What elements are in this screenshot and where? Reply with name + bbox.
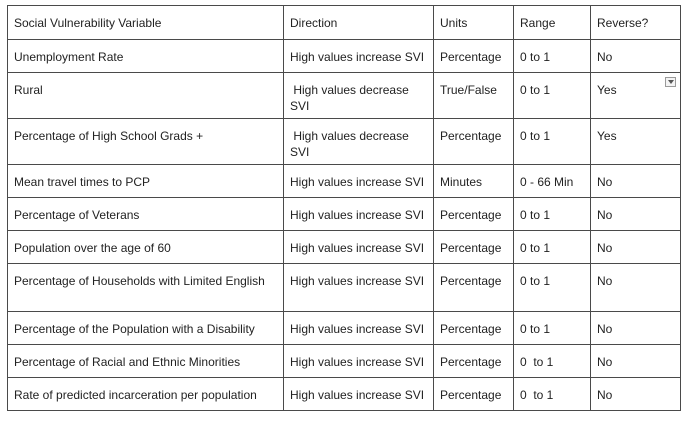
cell-direction[interactable]: High values increase SVI bbox=[283, 230, 434, 264]
cell-reverse[interactable]: No bbox=[590, 311, 681, 345]
cell-reverse[interactable]: No bbox=[590, 39, 681, 73]
cell-units[interactable]: Percentage bbox=[433, 230, 514, 264]
svi-variables-table: Social Vulnerability Variable Direction … bbox=[7, 5, 681, 411]
cell-variable[interactable]: Mean travel times to PCP bbox=[7, 164, 284, 198]
cell-direction[interactable]: High values decrease SVI bbox=[283, 72, 434, 119]
cell-direction[interactable]: High values increase SVI bbox=[283, 344, 434, 378]
chevron-down-icon[interactable] bbox=[665, 77, 676, 87]
cell-reverse[interactable]: No bbox=[590, 230, 681, 264]
cell-reverse[interactable]: Yes bbox=[590, 118, 681, 165]
header-range[interactable]: Range bbox=[513, 5, 591, 40]
cell-reverse[interactable]: Yes bbox=[590, 72, 681, 119]
cell-units[interactable]: Percentage bbox=[433, 311, 514, 345]
table-row: Percentage of the Population with a Disa… bbox=[7, 311, 681, 345]
cell-units[interactable]: Percentage bbox=[433, 118, 514, 165]
table-row: Unemployment Rate High values increase S… bbox=[7, 39, 681, 73]
cell-variable[interactable]: Percentage of Veterans bbox=[7, 197, 284, 231]
cell-variable[interactable]: Percentage of the Population with a Disa… bbox=[7, 311, 284, 345]
cell-range[interactable]: 0 to 1 bbox=[513, 377, 591, 411]
cell-variable[interactable]: Unemployment Rate bbox=[7, 39, 284, 73]
cell-variable[interactable]: Percentage of High School Grads + bbox=[7, 118, 284, 165]
cell-reverse[interactable]: No bbox=[590, 377, 681, 411]
cell-reverse[interactable]: No bbox=[590, 197, 681, 231]
table-row: Rate of predicted incarceration per popu… bbox=[7, 377, 681, 411]
table-row: Percentage of Veterans High values incre… bbox=[7, 197, 681, 231]
cell-units[interactable]: True/False bbox=[433, 72, 514, 119]
cell-reverse[interactable]: No bbox=[590, 164, 681, 198]
cell-range[interactable]: 0 to 1 bbox=[513, 230, 591, 264]
cell-range[interactable]: 0 to 1 bbox=[513, 344, 591, 378]
table-row: Rural High values decrease SVI True/Fals… bbox=[7, 72, 681, 119]
cell-units[interactable]: Percentage bbox=[433, 377, 514, 411]
cell-direction[interactable]: High values increase SVI bbox=[283, 263, 434, 312]
cell-variable[interactable]: Rural bbox=[7, 72, 284, 119]
cell-direction[interactable]: High values increase SVI bbox=[283, 377, 434, 411]
header-units[interactable]: Units bbox=[433, 5, 514, 40]
cell-range[interactable]: 0 to 1 bbox=[513, 197, 591, 231]
table-row: Mean travel times to PCP High values inc… bbox=[7, 164, 681, 198]
cell-reverse[interactable]: No bbox=[590, 263, 681, 312]
cell-variable[interactable]: Percentage of Racial and Ethnic Minoriti… bbox=[7, 344, 284, 378]
cell-units[interactable]: Minutes bbox=[433, 164, 514, 198]
cell-variable[interactable]: Population over the age of 60 bbox=[7, 230, 284, 264]
cell-direction[interactable]: High values decrease SVI bbox=[283, 118, 434, 165]
cell-variable[interactable]: Rate of predicted incarceration per popu… bbox=[7, 377, 284, 411]
cell-units[interactable]: Percentage bbox=[433, 344, 514, 378]
header-reverse[interactable]: Reverse? bbox=[590, 5, 681, 40]
cell-direction[interactable]: High values increase SVI bbox=[283, 311, 434, 345]
cell-range[interactable]: 0 to 1 bbox=[513, 311, 591, 345]
table-row: Population over the age of 60 High value… bbox=[7, 230, 681, 264]
table-row: Percentage of Households with Limited En… bbox=[7, 263, 681, 312]
table-header-row: Social Vulnerability Variable Direction … bbox=[7, 5, 681, 40]
cell-range[interactable]: 0 to 1 bbox=[513, 263, 591, 312]
cell-reverse[interactable]: No bbox=[590, 344, 681, 378]
cell-units[interactable]: Percentage bbox=[433, 197, 514, 231]
cell-range[interactable]: 0 to 1 bbox=[513, 72, 591, 119]
cell-direction[interactable]: High values increase SVI bbox=[283, 39, 434, 73]
cell-direction[interactable]: High values increase SVI bbox=[283, 197, 434, 231]
header-variable[interactable]: Social Vulnerability Variable bbox=[7, 5, 284, 40]
table-row: Percentage of Racial and Ethnic Minoriti… bbox=[7, 344, 681, 378]
cell-range[interactable]: 0 to 1 bbox=[513, 39, 591, 73]
cell-direction[interactable]: High values increase SVI bbox=[283, 164, 434, 198]
cell-variable[interactable]: Percentage of Households with Limited En… bbox=[7, 263, 284, 312]
cell-range[interactable]: 0 to 1 bbox=[513, 118, 591, 165]
cell-units[interactable]: Percentage bbox=[433, 39, 514, 73]
header-direction[interactable]: Direction bbox=[283, 5, 434, 40]
table-row: Percentage of High School Grads + High v… bbox=[7, 118, 681, 165]
cell-units[interactable]: Percentage bbox=[433, 263, 514, 312]
cell-range[interactable]: 0 - 66 Min bbox=[513, 164, 591, 198]
